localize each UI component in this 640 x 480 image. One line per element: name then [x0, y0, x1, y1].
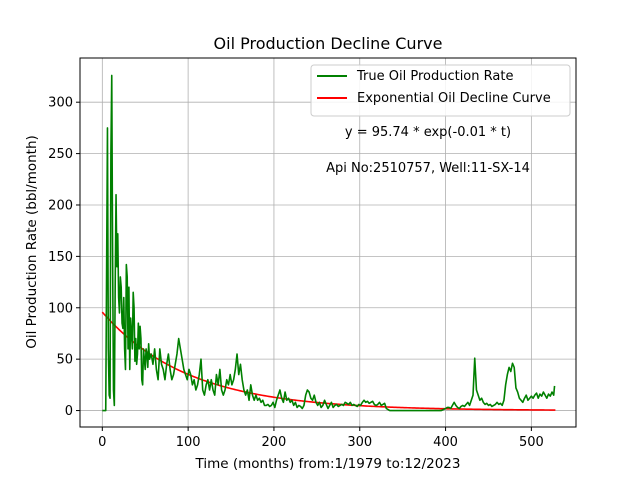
- y-tick-label: 300: [48, 96, 73, 111]
- y-axis-label: Oil Production Rate (bbl/month): [24, 135, 40, 349]
- x-tick-label: 300: [347, 435, 372, 450]
- fit-equation-annotation: y = 95.74 * exp(-0.01 * t): [345, 125, 511, 140]
- legend-label-true-production: True Oil Production Rate: [356, 69, 513, 84]
- x-axis-label: Time (months) from:1/1979 to:12/2023: [195, 456, 461, 472]
- y-tick-label: 100: [48, 301, 73, 316]
- well-id-annotation: Api No:2510757, Well:11-SX-14: [326, 161, 530, 176]
- x-tick-label: 100: [176, 435, 201, 450]
- x-axis: 0 100 200 300 400 500: [98, 427, 544, 450]
- y-tick-label: 200: [48, 198, 73, 213]
- fit-curve-layer: [101, 311, 556, 411]
- y-tick-label: 0: [65, 404, 73, 419]
- chart-title: Oil Production Decline Curve: [214, 34, 443, 53]
- legend: True Oil Production Rate Exponential Oil…: [310, 64, 571, 117]
- y-axis: 0 50 100 150 200 250 300: [48, 96, 80, 419]
- series-exponential-decline-line: [101, 311, 556, 411]
- true-production-layer: [102, 74, 556, 412]
- x-tick-label: 0: [98, 435, 106, 450]
- series-true-production-line: [102, 74, 556, 412]
- plot-frame: [79, 57, 577, 428]
- y-tick-label: 250: [48, 147, 73, 162]
- x-tick-label: 200: [262, 435, 287, 450]
- grid: [80, 58, 576, 427]
- x-tick-label: 400: [433, 435, 458, 450]
- legend-label-exponential-decline: Exponential Oil Decline Curve: [357, 91, 551, 106]
- y-tick-label: 50: [56, 353, 73, 368]
- legend-box: [310, 64, 571, 117]
- x-tick-label: 500: [519, 435, 544, 450]
- y-tick-label: 150: [48, 250, 73, 265]
